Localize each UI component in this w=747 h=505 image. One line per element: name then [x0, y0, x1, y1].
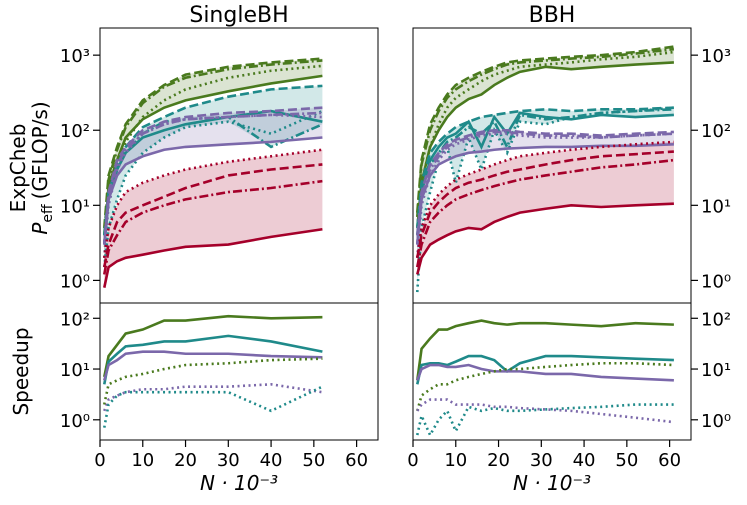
- y-tick-label: 10³: [60, 46, 90, 67]
- line: [415, 50, 675, 236]
- line: [415, 150, 674, 259]
- x-tick-label: 50: [302, 450, 325, 471]
- line: [102, 59, 323, 236]
- y-tick-label: 10²: [60, 309, 90, 330]
- line: [416, 403, 674, 438]
- band: [417, 107, 674, 293]
- y-tick-label: 10¹: [701, 360, 731, 381]
- y-tick-label: 10²: [701, 121, 731, 142]
- x-axis-label: N · 10⁻³: [513, 471, 591, 495]
- line: [415, 130, 674, 245]
- y-tick-label: 10⁰: [60, 271, 90, 292]
- x-tick-label: 0: [407, 450, 418, 471]
- line: [102, 334, 323, 385]
- line: [415, 140, 674, 258]
- band: [104, 107, 323, 258]
- line: [102, 385, 323, 428]
- x-tick-label: 30: [530, 450, 553, 471]
- plot-area: [415, 45, 675, 293]
- line: [102, 136, 323, 245]
- line: [103, 227, 323, 288]
- x-tick-label: 20: [487, 450, 510, 471]
- subscript: eff: [40, 204, 56, 223]
- line: [415, 319, 674, 381]
- y-tick-label: 10¹: [60, 196, 90, 217]
- band: [104, 149, 323, 288]
- line: [103, 383, 323, 412]
- y-tick-label: 10⁰: [701, 271, 731, 292]
- line: [102, 109, 323, 268]
- line: [415, 158, 675, 268]
- y-tick-label: 10¹: [60, 360, 90, 381]
- line: [102, 179, 323, 275]
- y-axis-label: Speedup: [9, 327, 33, 415]
- unit: (GFLOP/s): [28, 101, 52, 199]
- line: [102, 148, 323, 258]
- line: [415, 45, 675, 213]
- y-tick-label: 10⁰: [701, 411, 731, 432]
- plot-area: [415, 319, 675, 438]
- symbol: P: [28, 222, 52, 235]
- line: [415, 128, 674, 236]
- y-tick-label: 10⁰: [60, 411, 90, 432]
- x-tick-label: 10: [131, 450, 154, 471]
- panel-title: SingleBH: [189, 3, 288, 28]
- x-tick-label: 50: [615, 450, 638, 471]
- x-tick-label: 30: [217, 450, 240, 471]
- line: [416, 363, 674, 382]
- x-tick-label: 60: [658, 450, 681, 471]
- line: [416, 354, 674, 385]
- plot-area: [102, 314, 323, 428]
- y-tick-label: 10²: [701, 309, 731, 330]
- x-tick-label: 10: [444, 450, 467, 471]
- y-tick-label: 10²: [60, 121, 90, 142]
- line: [103, 314, 323, 378]
- y-axis-label-2: Peff (GFLOP/s): [28, 101, 56, 234]
- axes-frame: [412, 302, 692, 441]
- x-tick-label: 40: [260, 450, 283, 471]
- panel-title: BBH: [529, 3, 576, 28]
- line: [102, 111, 323, 245]
- band: [417, 130, 674, 258]
- line: [415, 106, 674, 229]
- line: [102, 113, 323, 258]
- line: [415, 61, 674, 229]
- y-tick-label: 10³: [701, 46, 731, 67]
- plot-area: [102, 57, 323, 288]
- x-tick-label: 20: [174, 450, 197, 471]
- line: [103, 357, 323, 405]
- x-tick-label: 40: [573, 450, 596, 471]
- line: [416, 398, 675, 424]
- x-axis-label: N · 10⁻³: [200, 471, 278, 495]
- line: [415, 142, 674, 245]
- x-tick-label: 0: [94, 450, 105, 471]
- line: [103, 350, 323, 381]
- line: [416, 202, 674, 275]
- x-tick-label: 60: [345, 450, 368, 471]
- axes-frame: [99, 302, 379, 441]
- y-tick-label: 10¹: [701, 196, 731, 217]
- y-axis-label: ExpCheb: [6, 124, 30, 213]
- line: [102, 163, 323, 268]
- line: [415, 47, 675, 218]
- line: [102, 64, 323, 258]
- band: [104, 58, 323, 258]
